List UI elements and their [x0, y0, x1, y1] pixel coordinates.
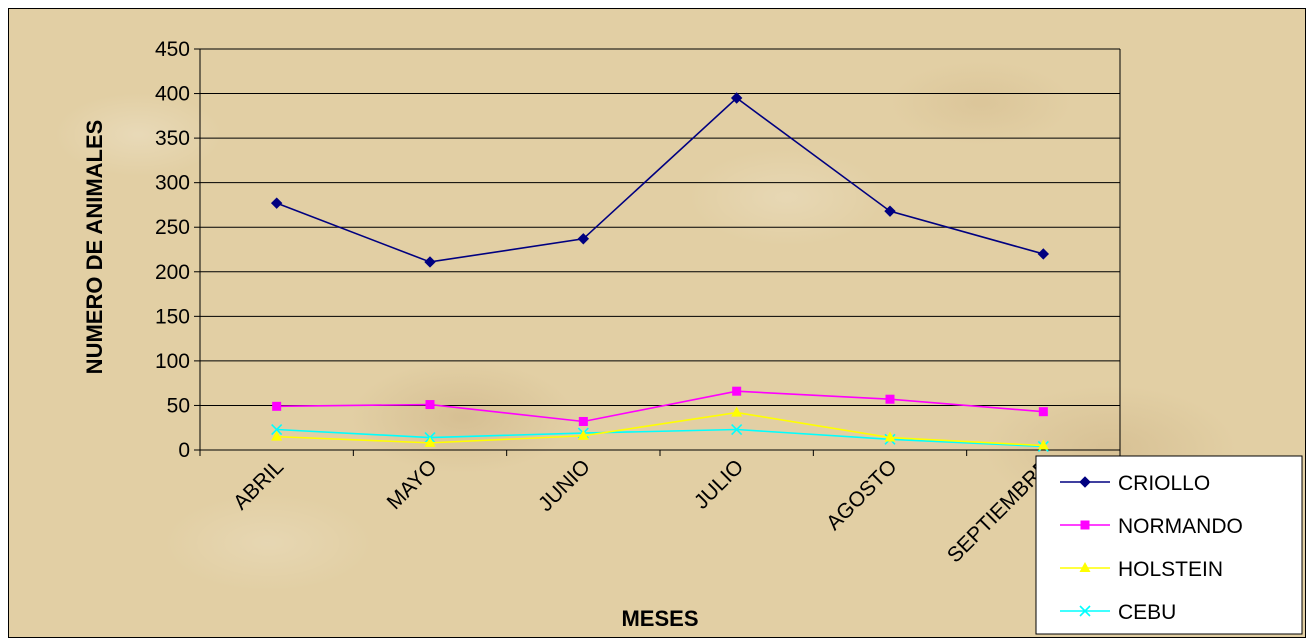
- data-point-normando: [425, 400, 435, 410]
- legend-marker-cebu: [1079, 605, 1091, 617]
- legend-label-criollo: CRIOLLO: [1118, 472, 1210, 495]
- legend-label-cebu: CEBU: [1118, 601, 1176, 624]
- x-tick-label: ABRIL: [229, 455, 288, 514]
- series-line-criollo: [276, 96, 1044, 263]
- x-tick-label: JULIO: [690, 455, 748, 513]
- gridlines: [194, 48, 1120, 451]
- x-axis-title: MESES: [621, 606, 698, 631]
- legend-marker-normando: [1080, 520, 1090, 530]
- y-axis-title: NUMERO DE ANIMALES: [82, 120, 107, 375]
- data-point-normando: [732, 386, 742, 396]
- y-tick-label: 350: [155, 127, 190, 150]
- y-tick-labels: 0 50 100 150 200 250 300 350 400 450: [155, 38, 190, 462]
- data-point-criollo: [884, 205, 896, 217]
- y-tick-label: 300: [155, 172, 190, 195]
- data-point-criollo: [1037, 248, 1050, 260]
- series-line-cebu: [276, 428, 1044, 448]
- legend-label-holstein: HOLSTEIN: [1118, 558, 1223, 581]
- legend-box: [1035, 455, 1303, 635]
- x-tick-label: MAYO: [383, 455, 442, 514]
- data-point-normando: [885, 394, 895, 404]
- y-tick-label: 100: [155, 350, 190, 373]
- data-point-holstein: [731, 406, 743, 417]
- series-line-normando: [276, 390, 1044, 423]
- data-point-criollo: [270, 197, 283, 209]
- data-point-normando: [1038, 407, 1048, 417]
- series-lines: [270, 92, 1050, 453]
- x-tick-label: AGOSTO: [822, 455, 902, 535]
- y-tick-label: 250: [155, 216, 190, 239]
- y-tick-label: 150: [155, 305, 190, 328]
- y-tick-label: 200: [155, 261, 190, 284]
- legend-marker-criollo: [1079, 476, 1091, 488]
- legend-label-normando: NORMANDO: [1118, 515, 1243, 538]
- data-point-cebu: [271, 423, 283, 436]
- x-tick-labels: ABRIL MAYO JUNIO JULIO AGOSTO SEPTIEMBRE: [229, 455, 1055, 567]
- y-tick-label: 450: [155, 38, 190, 61]
- data-point-holstein: [424, 436, 436, 447]
- data-point-criollo: [424, 256, 436, 268]
- chart-area: [8, 8, 1306, 638]
- data-point-holstein: [884, 431, 896, 442]
- y-tick-label: 50: [167, 394, 190, 417]
- data-point-holstein: [577, 429, 589, 440]
- data-point-normando: [272, 401, 282, 411]
- data-point-holstein: [1037, 439, 1049, 450]
- data-point-holstein: [271, 430, 283, 441]
- x-tick-label: JUNIO: [534, 455, 595, 516]
- series-line-holstein: [276, 411, 1044, 447]
- data-point-cebu: [731, 423, 743, 436]
- data-point-normando: [578, 416, 588, 426]
- axes: [199, 48, 1121, 456]
- data-point-criollo: [730, 92, 743, 104]
- y-tick-label: 0: [178, 439, 190, 462]
- data-point-criollo: [577, 233, 590, 245]
- y-tick-label: 400: [155, 83, 190, 106]
- legend-marker-holstein: [1079, 562, 1091, 572]
- legend: CRIOLLO NORMANDO HOLSTEIN CEBU: [1035, 455, 1303, 635]
